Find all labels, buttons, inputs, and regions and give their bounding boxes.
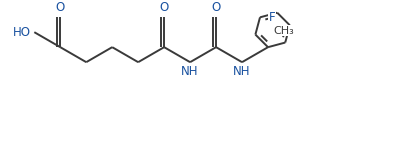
Text: NH: NH [233,65,251,78]
Text: NH: NH [181,65,199,78]
Text: CH₃: CH₃ [273,26,294,36]
Text: F: F [269,11,275,24]
Text: O: O [211,1,221,14]
Text: HO: HO [13,26,31,39]
Text: O: O [160,1,169,14]
Text: O: O [55,1,65,14]
